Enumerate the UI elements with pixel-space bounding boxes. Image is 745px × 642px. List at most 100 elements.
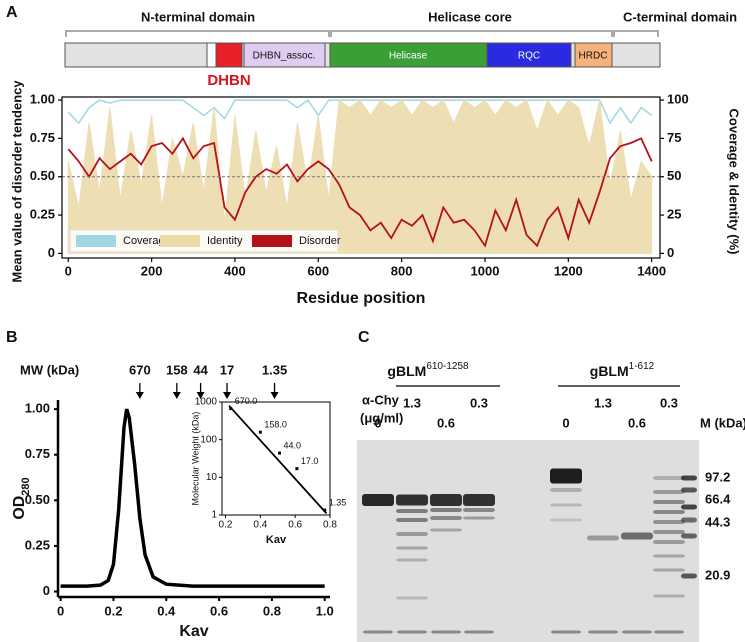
marker-title: M (kDa) [700,415,745,430]
gel-band [681,475,697,481]
panel-label: B [6,329,18,346]
y-axis-label: OD280 [11,477,32,519]
gel-band [397,630,427,634]
y-tick-label: 1 [211,510,217,521]
gel-band [396,558,428,562]
point [229,407,233,411]
point [295,467,299,471]
gel-band [430,494,462,506]
gel-band [396,532,428,536]
gel-band [431,630,461,634]
gel-band [550,503,582,507]
concentration-label: 0.6 [628,415,646,430]
x-tick-label: 0.6 [210,603,228,618]
y2-axis-label: Coverage & Identity (%) [727,109,742,255]
gel-band [550,468,582,484]
domain-box [329,42,488,68]
gel-image [357,440,699,642]
concentration-label: 0.3 [470,395,488,410]
y-tick-label: 10 [206,472,218,483]
gel-band [463,508,495,512]
gel-band [588,630,618,634]
marker-label: 1.35 [262,362,287,377]
x-tick-label: 0 [57,603,64,618]
gel-band [653,568,685,572]
marker-arrowhead [135,392,144,399]
domain-label: HRDC [579,51,608,62]
legend-swatch [76,235,116,247]
construct-range: 1-612 [629,361,655,372]
legend-swatch [160,235,200,247]
gel-band [681,533,697,539]
gel-band [653,540,685,544]
legend-swatch [252,235,292,247]
gel-band [430,508,462,512]
y-tick-label: 0 [667,245,674,260]
x-tick-label: 0.8 [323,520,337,531]
x-tick-label: 1400 [637,263,666,278]
y-tick-label: 0.75 [25,446,50,461]
construct-name: gBLM [387,363,426,379]
gel-band [430,516,462,520]
region-label: C-terminal domain [623,9,737,24]
y-tick-label: 0.25 [25,537,50,552]
gel-band [363,630,393,634]
y-axis-label-main: OD [11,496,28,520]
series-line [67,136,653,248]
marker-size: 20.9 [705,567,730,582]
y-tick-label: 100 [200,434,217,445]
gel-band [621,532,653,540]
region-label: N-terminal domain [141,9,255,24]
marker-size: 97.2 [705,469,730,484]
gel-band [681,517,697,523]
y-axis-label-sub: 280 [20,477,32,495]
gel-band [362,494,394,506]
y-tick-label: 25 [667,207,681,222]
gel-band [396,546,428,550]
region-bracket [65,30,330,37]
y-tick-label: 0 [48,245,55,260]
domain-label: Helicase [389,51,428,62]
gel-band [396,509,428,513]
fit-line [228,405,328,515]
gel-band [681,487,697,493]
y-tick-label: 75 [667,130,681,145]
x-axis-label: Residue position [297,290,426,307]
gel-band [653,510,685,514]
domain-highlight: DHBN [207,72,250,89]
legend-label: Identity [207,235,243,247]
construct-label: gBLM610-1258 [387,361,469,379]
y-tick-label: 100 [667,92,689,107]
x-axis-label: Kav [179,623,208,640]
gel-band [654,630,684,634]
legend-label: Disorder [299,235,341,247]
point [323,508,327,512]
gel-band [396,518,428,522]
domain-box [574,42,613,68]
x-tick-label: 0.2 [104,603,122,618]
point-label: 17.0 [301,456,319,466]
gel-band [653,530,685,534]
concentration-label: 0 [562,415,569,430]
plot-frame [61,96,661,259]
x-tick-label: 1000 [471,263,500,278]
panel-label: A [6,4,18,21]
gel-band [396,494,428,506]
domain-map: N-terminal domain Helicase core C-termin… [64,9,737,89]
gel-band [653,490,685,494]
gel-band [622,630,652,634]
point [258,430,262,434]
concentration-label: 1.3 [403,395,421,410]
gel-band [550,518,582,522]
region-bracket [613,30,659,37]
panel-label: C [358,329,370,346]
gel-band [681,573,697,579]
x-tick-label: 0.4 [157,603,176,618]
gel-band [550,488,582,492]
marker-arrowhead [172,392,181,399]
x-tick-label: 800 [391,263,413,278]
marker-label: 670 [129,362,151,377]
x-tick-label: 1.0 [316,603,334,618]
gel-band [463,516,495,520]
